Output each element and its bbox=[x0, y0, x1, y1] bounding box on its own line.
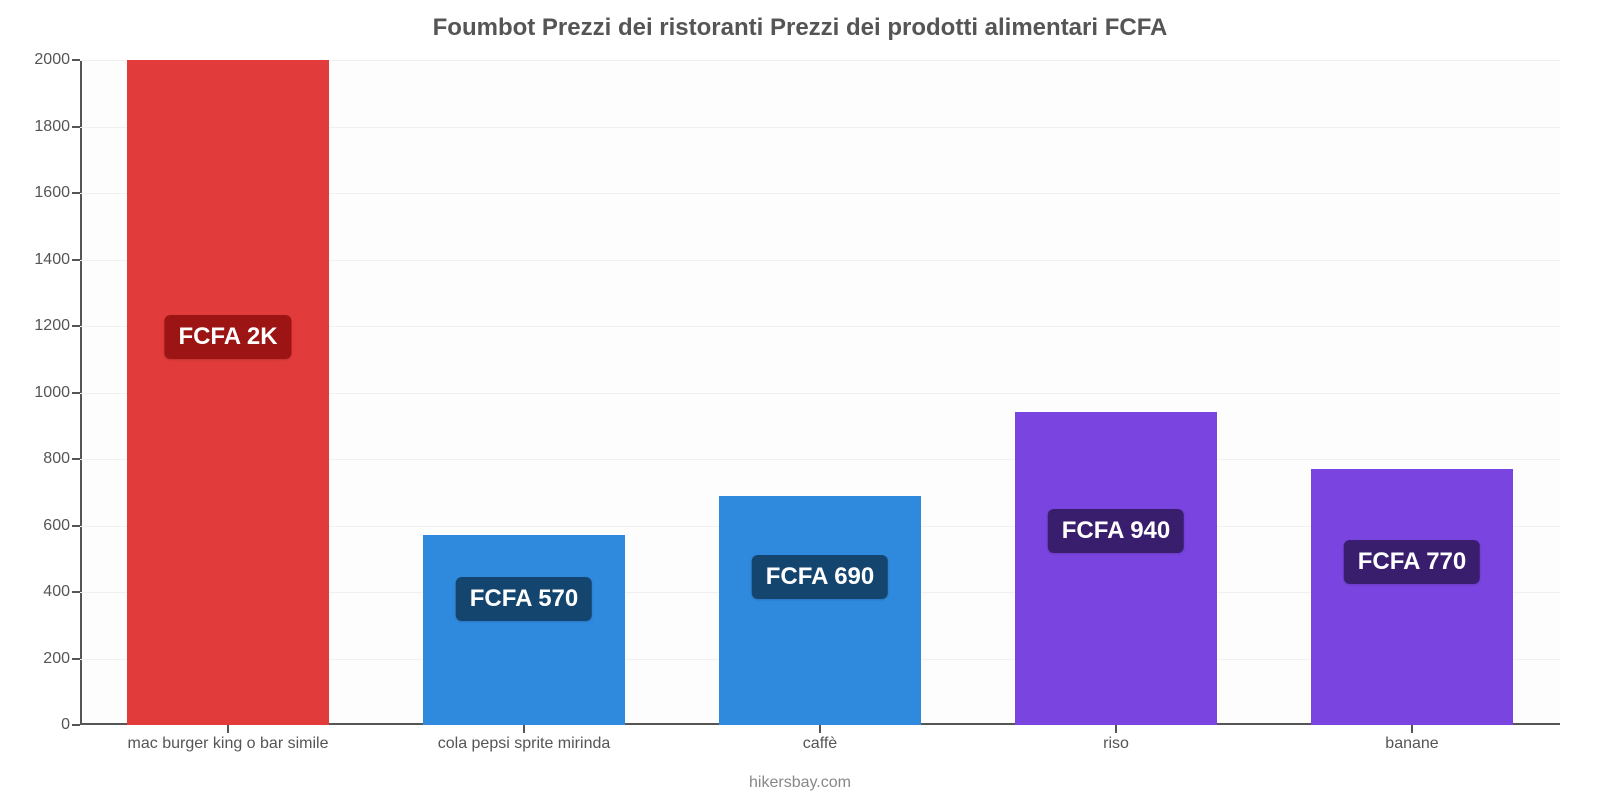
price-bar-chart: Foumbot Prezzi dei ristoranti Prezzi dei… bbox=[0, 0, 1600, 800]
bar-slot: FCFA 940riso bbox=[968, 60, 1264, 725]
x-axis-category-label: mac burger king o bar simile bbox=[128, 725, 329, 753]
x-axis-category-label: riso bbox=[1103, 725, 1129, 753]
x-axis-category-label: caffè bbox=[803, 725, 837, 753]
x-axis-category-label: cola pepsi sprite mirinda bbox=[438, 725, 611, 753]
bar-value-badge: FCFA 940 bbox=[1048, 509, 1184, 553]
y-axis-tick-label: 1000 bbox=[34, 384, 80, 402]
x-axis-category-label: banane bbox=[1385, 725, 1438, 753]
bar-value-badge: FCFA 770 bbox=[1344, 540, 1480, 584]
bar-slot: FCFA 690caffè bbox=[672, 60, 968, 725]
y-axis-tick-label: 600 bbox=[43, 517, 80, 535]
bar-value-badge: FCFA 570 bbox=[456, 577, 592, 621]
y-axis-tick-label: 2000 bbox=[34, 51, 80, 69]
bar-slot: FCFA 770banane bbox=[1264, 60, 1560, 725]
bar bbox=[719, 496, 920, 725]
bar-slot: FCFA 2Kmac burger king o bar simile bbox=[80, 60, 376, 725]
bar-value-badge: FCFA 690 bbox=[752, 555, 888, 599]
bar-value-badge: FCFA 2K bbox=[164, 315, 291, 359]
plot-area: 0200400600800100012001400160018002000FCF… bbox=[80, 60, 1560, 725]
attribution-label: hikersbay.com bbox=[749, 774, 851, 792]
y-axis-tick-label: 1200 bbox=[34, 317, 80, 335]
y-axis-tick-label: 0 bbox=[61, 716, 80, 734]
bar bbox=[1311, 469, 1512, 725]
y-axis-tick-label: 400 bbox=[43, 583, 80, 601]
y-axis-tick-label: 1600 bbox=[34, 184, 80, 202]
chart-title: Foumbot Prezzi dei ristoranti Prezzi dei… bbox=[0, 0, 1600, 42]
bar bbox=[1015, 412, 1216, 725]
y-axis-tick-label: 1400 bbox=[34, 251, 80, 269]
bar bbox=[423, 535, 624, 725]
y-axis-tick-label: 800 bbox=[43, 450, 80, 468]
y-axis-tick-label: 1800 bbox=[34, 118, 80, 136]
bar bbox=[127, 60, 328, 725]
bar-slot: FCFA 570cola pepsi sprite mirinda bbox=[376, 60, 672, 725]
y-axis-tick-label: 200 bbox=[43, 650, 80, 668]
